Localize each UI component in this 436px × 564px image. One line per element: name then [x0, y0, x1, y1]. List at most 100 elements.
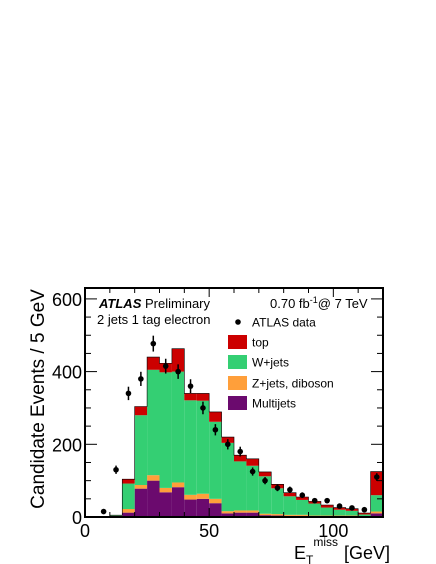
data-point — [287, 486, 293, 493]
bar-z-jets-diboson-13 — [246, 510, 259, 513]
bar-z-jets-diboson-8 — [184, 494, 197, 500]
bar-z-jets-diboson-9 — [196, 493, 210, 499]
selection-label: 2 jets 1 tag electron — [97, 312, 210, 327]
data-point — [125, 386, 132, 401]
bar-w-jets-7 — [171, 371, 185, 483]
data-marker — [212, 426, 219, 433]
bar-w-jets-17 — [296, 499, 309, 515]
legend-item: Z+jets, diboson — [228, 376, 334, 391]
data-marker — [373, 474, 380, 480]
bar-multijets-3 — [122, 512, 135, 517]
data-marker — [274, 485, 281, 491]
legend-label: W+jets — [252, 356, 289, 370]
bar-top-23 — [370, 471, 383, 496]
bar-w-jets-11 — [221, 442, 234, 512]
bar-z-jets-diboson-23 — [370, 511, 383, 514]
bar-multijets-11 — [221, 513, 234, 517]
bar-w-jets-18 — [308, 503, 321, 516]
legend-data-marker — [235, 319, 241, 325]
bar-w-jets-5 — [147, 369, 160, 476]
bar-w-jets-3 — [122, 483, 135, 510]
bar-multijets-8 — [184, 499, 197, 517]
data-points — [100, 335, 380, 515]
atlas-label: ATLAS Preliminary — [98, 296, 211, 311]
y-tick-label: 200 — [52, 435, 82, 455]
bar-top-8 — [184, 393, 197, 401]
y-tick-label: 400 — [52, 363, 82, 383]
bar-z-jets-diboson-16 — [283, 514, 297, 516]
data-marker — [162, 363, 169, 369]
data-marker — [138, 376, 144, 382]
data-marker — [287, 486, 293, 493]
legend-item: W+jets — [228, 355, 289, 370]
bar-z-jets-diboson-3 — [122, 509, 135, 513]
bar-multijets-10 — [209, 503, 222, 517]
bar-z-jets-diboson-19 — [320, 515, 334, 517]
bar-multijets-7 — [171, 487, 185, 517]
bar-w-jets-12 — [234, 461, 247, 511]
data-point — [262, 477, 268, 485]
lumi-value: 0.70 fb — [270, 296, 310, 311]
x-axis-label-unit: [GeV] — [344, 543, 390, 563]
data-marker — [224, 441, 231, 448]
bar-w-jets-9 — [196, 400, 210, 494]
bar-z-jets-diboson-18 — [308, 515, 321, 517]
data-marker — [100, 508, 107, 515]
x-tick-label: 0 — [80, 521, 90, 541]
legend-swatch — [228, 355, 247, 369]
legend-swatch — [228, 396, 247, 410]
data-marker — [200, 405, 206, 411]
bar-z-jets-diboson-11 — [221, 511, 234, 514]
bar-top-9 — [196, 393, 210, 401]
data-marker — [175, 368, 181, 375]
bar-w-jets-13 — [246, 465, 259, 511]
luminosity-label: 0.70 fb-1@ 7 TeV — [270, 295, 368, 311]
bar-top-13 — [246, 458, 259, 466]
bar-z-jets-diboson-14 — [258, 513, 272, 516]
bar-top-4 — [134, 406, 148, 416]
bar-z-jets-diboson-17 — [296, 514, 309, 516]
data-marker — [299, 492, 306, 498]
legend-item: top — [228, 335, 269, 350]
bar-multijets-12 — [234, 512, 247, 517]
bar-top-14 — [258, 471, 272, 477]
data-marker — [150, 340, 157, 347]
bar-w-jets-21 — [345, 510, 359, 516]
legend-label: top — [252, 336, 269, 350]
bar-z-jets-diboson-15 — [271, 514, 284, 516]
data-point — [187, 379, 194, 394]
x-axis-label-sub: T — [306, 553, 314, 564]
bar-multijets-9 — [196, 498, 210, 517]
legend-label: Z+jets, diboson — [252, 377, 334, 391]
x-tick-label: 50 — [199, 521, 219, 541]
data-point — [299, 492, 306, 499]
bar-top-3 — [122, 479, 135, 484]
data-marker — [349, 505, 355, 511]
bar-w-jets-20 — [333, 509, 346, 516]
legend-label: Multijets — [252, 397, 296, 411]
bar-top-16 — [283, 492, 297, 497]
data-point — [311, 497, 318, 504]
data-marker — [125, 390, 132, 397]
data-marker — [262, 477, 268, 484]
x-axis-label: ETmiss [GeV] — [294, 535, 390, 564]
x-axis-label-sup: miss — [313, 535, 338, 549]
data-marker — [237, 448, 244, 455]
bar-top-7 — [171, 348, 185, 372]
bar-w-jets-16 — [283, 496, 297, 515]
data-point — [175, 364, 181, 379]
bar-top-12 — [234, 455, 247, 462]
bar-z-jets-diboson-12 — [234, 510, 247, 513]
bar-z-jets-diboson-4 — [134, 485, 148, 489]
bar-multijets-6 — [159, 492, 172, 517]
bar-w-jets-6 — [159, 372, 172, 488]
bar-w-jets-15 — [271, 488, 284, 515]
bar-multijets-5 — [147, 480, 160, 517]
data-point — [212, 424, 219, 436]
bar-top-5 — [147, 357, 160, 370]
bar-top-17 — [296, 497, 309, 500]
data-marker — [311, 497, 318, 504]
y-tick-label: 600 — [52, 290, 82, 310]
data-marker — [336, 503, 343, 509]
